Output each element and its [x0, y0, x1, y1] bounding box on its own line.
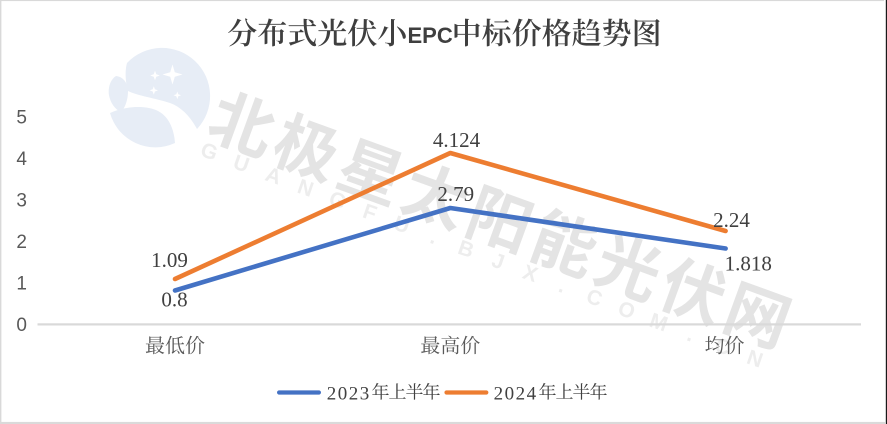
svg-text:1.09: 1.09	[151, 248, 188, 272]
svg-text:O: O	[615, 297, 638, 324]
svg-text:U: U	[391, 212, 413, 239]
svg-text:0: 0	[16, 315, 27, 336]
svg-text:4: 4	[16, 149, 27, 170]
svg-text:U: U	[230, 151, 252, 178]
svg-text:0.8: 0.8	[161, 288, 187, 312]
svg-text:5: 5	[16, 107, 27, 128]
svg-text:2024: 2024	[494, 384, 538, 405]
svg-text:1: 1	[16, 274, 27, 295]
svg-text:A: A	[262, 163, 284, 190]
svg-text:1.818: 1.818	[725, 252, 772, 276]
svg-text:2: 2	[16, 232, 27, 253]
svg-text:EPC: EPC	[408, 23, 453, 48]
svg-text:2.79: 2.79	[437, 182, 474, 206]
svg-text:2023: 2023	[327, 384, 371, 405]
svg-text:C: C	[583, 285, 605, 312]
svg-text:3: 3	[16, 190, 27, 211]
svg-text:2.24: 2.24	[713, 208, 750, 232]
svg-text:4.124: 4.124	[433, 128, 481, 152]
svg-text:N: N	[294, 175, 316, 202]
svg-text:B: B	[455, 236, 477, 263]
svg-text:G: G	[198, 138, 221, 165]
svg-text:N: N	[744, 346, 766, 373]
